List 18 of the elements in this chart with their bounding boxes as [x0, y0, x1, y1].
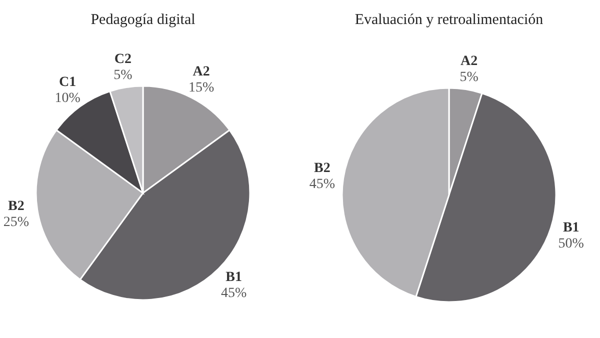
data-label: 45%	[309, 176, 336, 192]
slice-label: B1	[562, 220, 580, 236]
data-label: 5%	[114, 68, 133, 84]
data-label: 15%	[188, 80, 214, 96]
chart-title: Pedagogía digital	[90, 12, 196, 28]
slice-label: A2	[192, 64, 210, 80]
data-label: 50%	[558, 236, 584, 252]
slice-label: B2	[8, 199, 24, 214]
data-label: 25%	[3, 215, 30, 230]
data-label: 45%	[220, 286, 247, 301]
data-label: 5%	[460, 70, 479, 86]
slice-label: C2	[114, 52, 132, 68]
slice-label: C1	[58, 75, 76, 90]
data-label: 10%	[54, 91, 81, 106]
chart-title: Evaluación y retroalimentación	[354, 12, 544, 28]
slice-label: A2	[460, 54, 478, 70]
slice-label: B2	[314, 160, 330, 176]
slice-label: B1	[226, 270, 242, 285]
